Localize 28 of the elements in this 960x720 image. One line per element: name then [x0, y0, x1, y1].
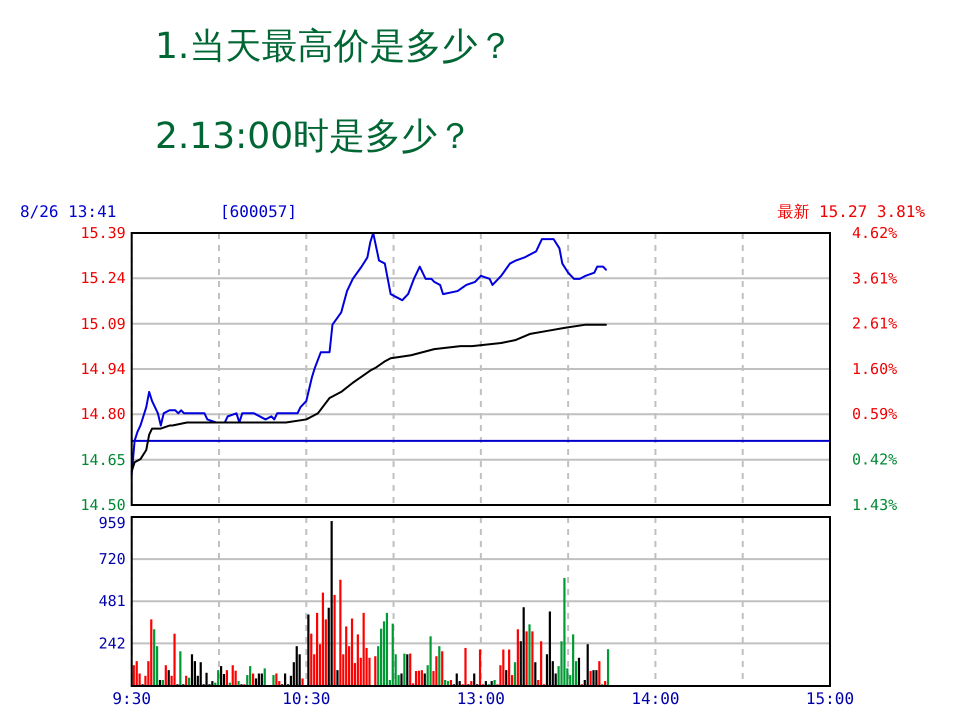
x-tick-label: 15:00 — [806, 689, 854, 708]
x-tick-label: 10:30 — [282, 689, 330, 708]
y2-tick-label: 2.61% — [852, 314, 898, 332]
y-tick-label: 14.50 — [80, 496, 126, 514]
y2-tick-label: 3.61% — [852, 269, 898, 288]
y-tick-label: 959 — [98, 514, 126, 532]
y-tick-label: 242 — [98, 634, 126, 652]
x-tick-label: 14:00 — [631, 689, 680, 708]
y-tick-label: 15.24 — [80, 269, 126, 288]
y2-tick-label: 1.60% — [852, 360, 898, 378]
y2-tick-label: 1.43% — [852, 496, 898, 514]
y2-tick-label: 0.59% — [852, 405, 898, 424]
y2-tick-label: 0.42% — [852, 450, 898, 469]
chart-subtitle: 2.13:00时是多少？ — [155, 116, 474, 157]
y-tick-label: 720 — [98, 550, 126, 568]
y-tick-label: 14.94 — [80, 360, 126, 378]
y2-tick-label: 4.62% — [852, 224, 898, 242]
text: 8/26 13:41 — [20, 202, 116, 221]
y-tick-label: 15.09 — [80, 314, 126, 333]
x-tick-label: 13:00 — [456, 689, 505, 708]
text: [600057] — [220, 202, 298, 221]
y-tick-label: 14.80 — [80, 405, 126, 424]
x-tick-label: 9:30 — [112, 689, 151, 708]
chart-title: 1.当天最高价是多少？ — [155, 26, 514, 67]
y-tick-label: 481 — [98, 592, 126, 610]
y-tick-label: 15.39 — [80, 224, 126, 242]
y-tick-label: 14.65 — [80, 450, 126, 469]
text: 最新 15.27 3.81% — [777, 202, 926, 221]
